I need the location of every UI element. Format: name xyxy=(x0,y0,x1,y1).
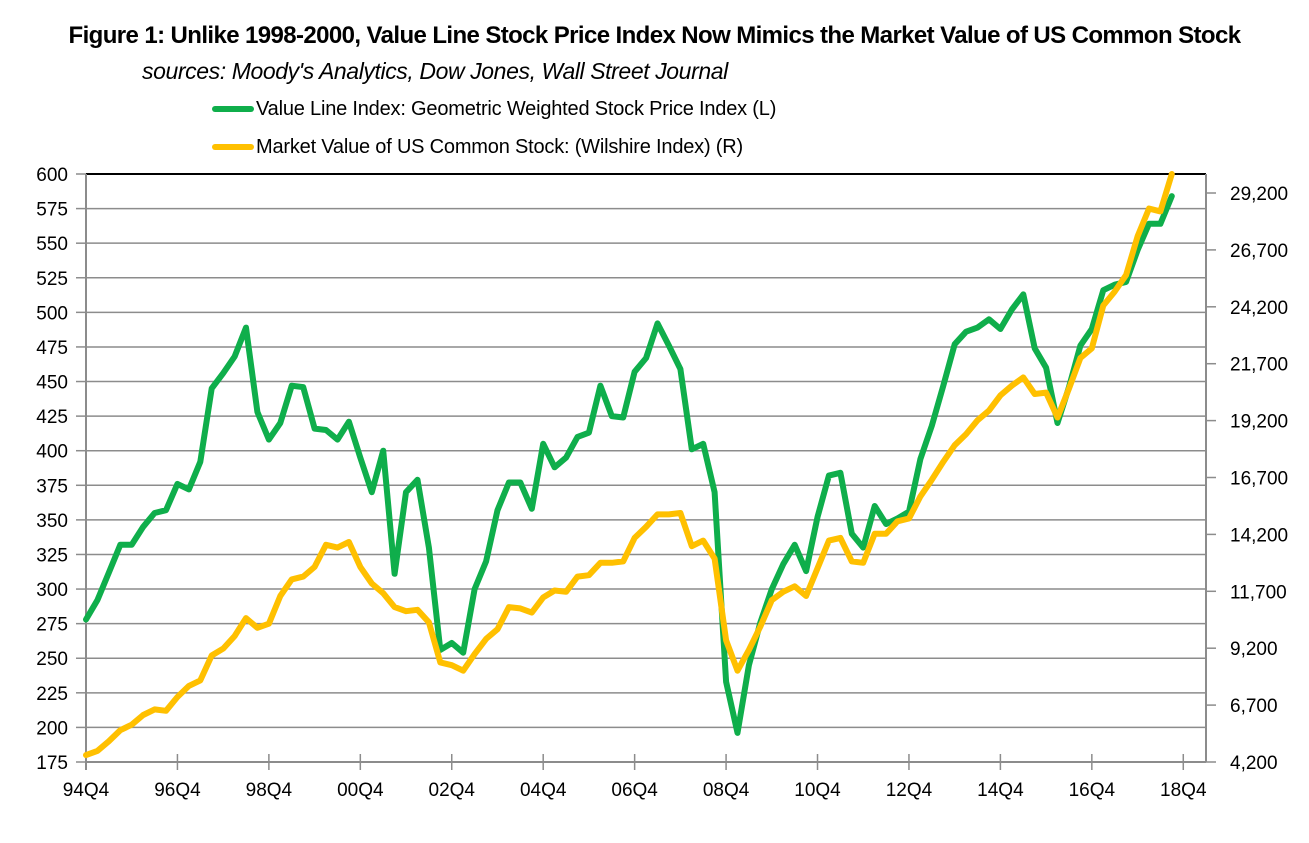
y-tick-label: 600 xyxy=(36,165,68,186)
y2-tick-label: 29,200 xyxy=(1230,184,1288,205)
y-tick-label: 325 xyxy=(36,545,68,566)
y-tick-label: 400 xyxy=(36,442,68,463)
x-tick-label: 18Q4 xyxy=(1160,780,1207,801)
legend-swatch-yellow xyxy=(212,144,254,150)
y-tick-label: 200 xyxy=(36,718,68,739)
x-tick-label: 12Q4 xyxy=(886,780,933,801)
legend-label-value-line: Value Line Index: Geometric Weighted Sto… xyxy=(256,97,777,120)
y-tick-label: 225 xyxy=(36,684,68,705)
chart-subtitle: sources: Moody's Analytics, Dow Jones, W… xyxy=(142,58,728,84)
y2-tick-label: 26,700 xyxy=(1230,241,1288,262)
x-tick-label: 14Q4 xyxy=(977,780,1024,801)
x-tick-label: 94Q4 xyxy=(63,780,110,801)
x-tick-label: 04Q4 xyxy=(520,780,567,801)
legend-label-wilshire: Market Value of US Common Stock: (Wilshi… xyxy=(256,135,743,158)
x-tick-label: 10Q4 xyxy=(794,780,841,801)
y-tick-label: 300 xyxy=(36,580,68,601)
y2-tick-label: 9,200 xyxy=(1230,639,1278,660)
y-tick-label: 500 xyxy=(36,303,68,324)
legend-swatch-green xyxy=(212,106,254,112)
y2-tick-label: 14,200 xyxy=(1230,525,1288,546)
y-tick-label: 175 xyxy=(36,753,68,774)
legend-item-wilshire: Market Value of US Common Stock: (Wilshi… xyxy=(212,134,743,160)
y-tick-label: 575 xyxy=(36,200,68,221)
y-tick-label: 550 xyxy=(36,234,68,255)
y2-tick-label: 6,700 xyxy=(1230,696,1278,717)
y2-tick-label: 24,200 xyxy=(1230,298,1288,319)
y-tick-label: 425 xyxy=(36,407,68,428)
y-tick-label: 250 xyxy=(36,649,68,670)
y2-tick-label: 16,700 xyxy=(1230,469,1288,490)
y-tick-label: 375 xyxy=(36,476,68,497)
legend-item-value-line: Value Line Index: Geometric Weighted Sto… xyxy=(212,96,776,122)
y-tick-label: 450 xyxy=(36,373,68,394)
x-tick-label: 06Q4 xyxy=(611,780,658,801)
y-tick-label: 350 xyxy=(36,511,68,532)
x-tick-label: 08Q4 xyxy=(703,780,750,801)
x-tick-label: 16Q4 xyxy=(1069,780,1116,801)
x-tick-label: 02Q4 xyxy=(429,780,476,801)
y-tick-label: 475 xyxy=(36,338,68,359)
y2-tick-label: 19,200 xyxy=(1230,412,1288,433)
chart-title: Figure 1: Unlike 1998-2000, Value Line S… xyxy=(68,22,1242,49)
y2-tick-label: 21,700 xyxy=(1230,355,1288,376)
y-tick-label: 275 xyxy=(36,615,68,636)
series-line-wilshire xyxy=(83,171,1175,759)
y2-tick-label: 4,200 xyxy=(1230,753,1278,774)
y2-tick-label: 11,700 xyxy=(1230,582,1287,603)
x-tick-label: 00Q4 xyxy=(337,780,384,801)
x-tick-label: 96Q4 xyxy=(154,780,201,801)
y-tick-label: 525 xyxy=(36,269,68,290)
x-tick-label: 98Q4 xyxy=(246,780,293,801)
series-line-value-line xyxy=(83,193,1175,736)
